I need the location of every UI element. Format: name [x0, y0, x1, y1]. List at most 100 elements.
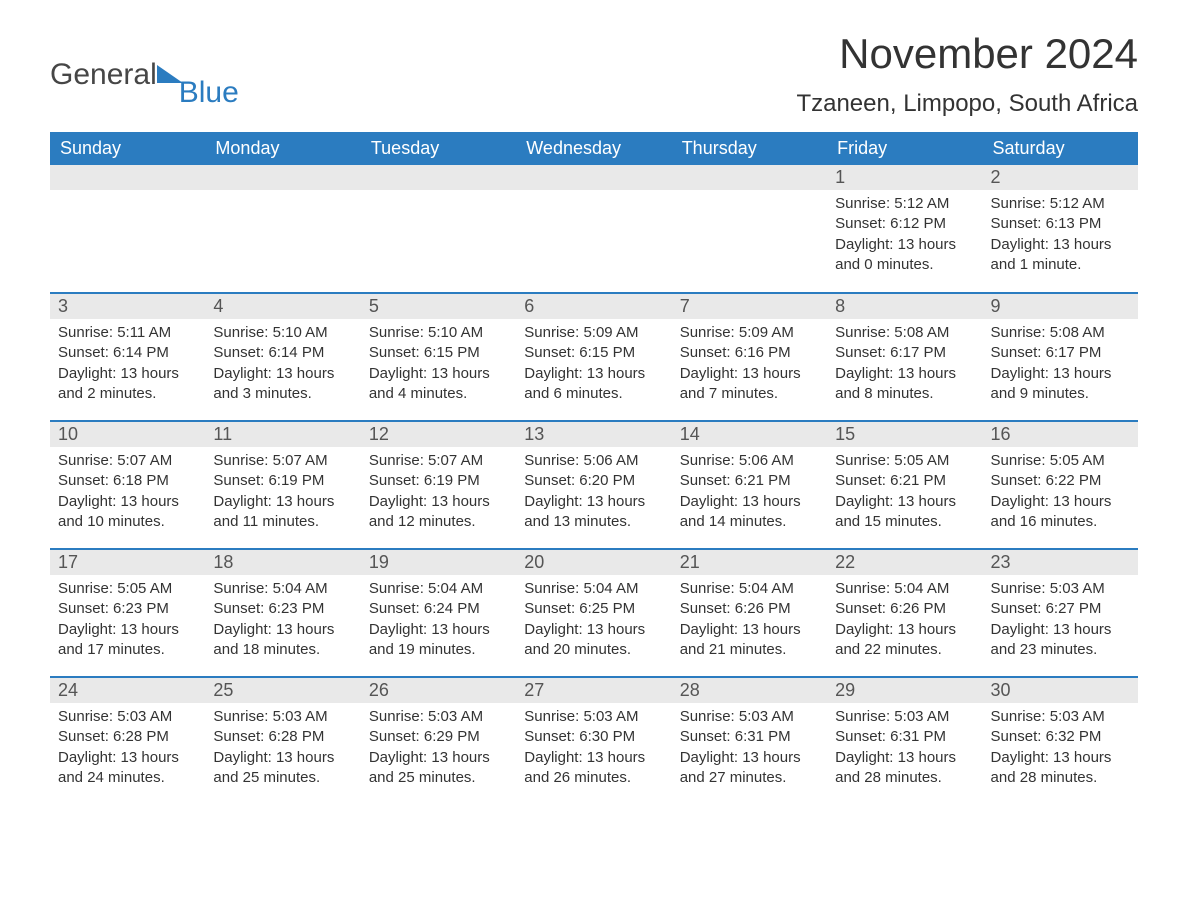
sunrise-line: Sunrise: 5:03 AM: [835, 707, 974, 727]
calendar-day-cell: 28Sunrise: 5:03 AMSunset: 6:31 PMDayligh…: [672, 677, 827, 805]
sunset-line: Sunset: 6:14 PM: [58, 343, 197, 363]
daylight-line: Daylight: 13 hours and 27 minutes.: [680, 748, 819, 789]
sunrise-line: Sunrise: 5:04 AM: [835, 579, 974, 599]
day-detail: Sunrise: 5:04 AMSunset: 6:26 PMDaylight:…: [672, 575, 827, 666]
day-number: 26: [361, 678, 516, 703]
day-number: 3: [50, 294, 205, 319]
calendar-day-cell: 21Sunrise: 5:04 AMSunset: 6:26 PMDayligh…: [672, 549, 827, 677]
sunrise-line: Sunrise: 5:03 AM: [991, 707, 1130, 727]
sunset-line: Sunset: 6:12 PM: [835, 214, 974, 234]
calendar-week-row: 1Sunrise: 5:12 AMSunset: 6:12 PMDaylight…: [50, 165, 1138, 293]
sunset-line: Sunset: 6:20 PM: [524, 471, 663, 491]
sunrise-line: Sunrise: 5:12 AM: [835, 194, 974, 214]
calendar-day-cell: 11Sunrise: 5:07 AMSunset: 6:19 PMDayligh…: [205, 421, 360, 549]
day-number: 14: [672, 422, 827, 447]
sunrise-line: Sunrise: 5:05 AM: [835, 451, 974, 471]
calendar-day-cell: 1Sunrise: 5:12 AMSunset: 6:12 PMDaylight…: [827, 165, 982, 293]
day-detail: Sunrise: 5:04 AMSunset: 6:25 PMDaylight:…: [516, 575, 671, 666]
day-number: 8: [827, 294, 982, 319]
calendar-day-cell: 12Sunrise: 5:07 AMSunset: 6:19 PMDayligh…: [361, 421, 516, 549]
day-number: 16: [983, 422, 1138, 447]
sunset-line: Sunset: 6:14 PM: [213, 343, 352, 363]
daylight-line: Daylight: 13 hours and 3 minutes.: [213, 364, 352, 405]
title-block: November 2024 Tzaneen, Limpopo, South Af…: [796, 30, 1138, 128]
daylight-line: Daylight: 13 hours and 23 minutes.: [991, 620, 1130, 661]
day-detail: Sunrise: 5:03 AMSunset: 6:30 PMDaylight:…: [516, 703, 671, 794]
empty-daynum: [516, 165, 671, 190]
daylight-line: Daylight: 13 hours and 1 minute.: [991, 235, 1130, 276]
sunrise-line: Sunrise: 5:07 AM: [58, 451, 197, 471]
calendar-day-cell: 8Sunrise: 5:08 AMSunset: 6:17 PMDaylight…: [827, 293, 982, 421]
calendar-empty-cell: [205, 165, 360, 293]
sunset-line: Sunset: 6:32 PM: [991, 727, 1130, 747]
sunset-line: Sunset: 6:19 PM: [369, 471, 508, 491]
calendar-day-cell: 26Sunrise: 5:03 AMSunset: 6:29 PMDayligh…: [361, 677, 516, 805]
weekday-header: Tuesday: [361, 132, 516, 165]
calendar-day-cell: 16Sunrise: 5:05 AMSunset: 6:22 PMDayligh…: [983, 421, 1138, 549]
day-detail: Sunrise: 5:07 AMSunset: 6:19 PMDaylight:…: [361, 447, 516, 538]
calendar-day-cell: 30Sunrise: 5:03 AMSunset: 6:32 PMDayligh…: [983, 677, 1138, 805]
sunset-line: Sunset: 6:15 PM: [369, 343, 508, 363]
empty-daynum: [205, 165, 360, 190]
day-number: 21: [672, 550, 827, 575]
day-detail: Sunrise: 5:06 AMSunset: 6:20 PMDaylight:…: [516, 447, 671, 538]
calendar-empty-cell: [516, 165, 671, 293]
sunset-line: Sunset: 6:16 PM: [680, 343, 819, 363]
sunrise-line: Sunrise: 5:07 AM: [213, 451, 352, 471]
calendar-day-cell: 19Sunrise: 5:04 AMSunset: 6:24 PMDayligh…: [361, 549, 516, 677]
day-number: 12: [361, 422, 516, 447]
day-number: 18: [205, 550, 360, 575]
day-detail: Sunrise: 5:05 AMSunset: 6:21 PMDaylight:…: [827, 447, 982, 538]
daylight-line: Daylight: 13 hours and 20 minutes.: [524, 620, 663, 661]
daylight-line: Daylight: 13 hours and 12 minutes.: [369, 492, 508, 533]
daylight-line: Daylight: 13 hours and 8 minutes.: [835, 364, 974, 405]
empty-daynum: [361, 165, 516, 190]
sunrise-line: Sunrise: 5:12 AM: [991, 194, 1130, 214]
day-number: 29: [827, 678, 982, 703]
calendar-empty-cell: [672, 165, 827, 293]
sunset-line: Sunset: 6:15 PM: [524, 343, 663, 363]
sunset-line: Sunset: 6:28 PM: [58, 727, 197, 747]
day-detail: Sunrise: 5:03 AMSunset: 6:32 PMDaylight:…: [983, 703, 1138, 794]
daylight-line: Daylight: 13 hours and 25 minutes.: [213, 748, 352, 789]
calendar-day-cell: 23Sunrise: 5:03 AMSunset: 6:27 PMDayligh…: [983, 549, 1138, 677]
weekday-header: Friday: [827, 132, 982, 165]
calendar-day-cell: 29Sunrise: 5:03 AMSunset: 6:31 PMDayligh…: [827, 677, 982, 805]
day-number: 6: [516, 294, 671, 319]
sunrise-line: Sunrise: 5:10 AM: [213, 323, 352, 343]
sunrise-line: Sunrise: 5:04 AM: [369, 579, 508, 599]
sunrise-line: Sunrise: 5:05 AM: [58, 579, 197, 599]
sunset-line: Sunset: 6:24 PM: [369, 599, 508, 619]
daylight-line: Daylight: 13 hours and 24 minutes.: [58, 748, 197, 789]
day-number: 24: [50, 678, 205, 703]
calendar-day-cell: 4Sunrise: 5:10 AMSunset: 6:14 PMDaylight…: [205, 293, 360, 421]
calendar-table: SundayMondayTuesdayWednesdayThursdayFrid…: [50, 132, 1138, 805]
day-detail: Sunrise: 5:05 AMSunset: 6:23 PMDaylight:…: [50, 575, 205, 666]
month-title: November 2024: [796, 30, 1138, 78]
day-detail: Sunrise: 5:07 AMSunset: 6:19 PMDaylight:…: [205, 447, 360, 538]
empty-daynum: [672, 165, 827, 190]
sunrise-line: Sunrise: 5:05 AM: [991, 451, 1130, 471]
calendar-day-cell: 25Sunrise: 5:03 AMSunset: 6:28 PMDayligh…: [205, 677, 360, 805]
daylight-line: Daylight: 13 hours and 19 minutes.: [369, 620, 508, 661]
day-detail: Sunrise: 5:04 AMSunset: 6:24 PMDaylight:…: [361, 575, 516, 666]
calendar-day-cell: 24Sunrise: 5:03 AMSunset: 6:28 PMDayligh…: [50, 677, 205, 805]
day-number: 9: [983, 294, 1138, 319]
daylight-line: Daylight: 13 hours and 2 minutes.: [58, 364, 197, 405]
sunset-line: Sunset: 6:29 PM: [369, 727, 508, 747]
daylight-line: Daylight: 13 hours and 15 minutes.: [835, 492, 974, 533]
calendar-day-cell: 5Sunrise: 5:10 AMSunset: 6:15 PMDaylight…: [361, 293, 516, 421]
sunset-line: Sunset: 6:21 PM: [680, 471, 819, 491]
sunrise-line: Sunrise: 5:03 AM: [213, 707, 352, 727]
sunrise-line: Sunrise: 5:03 AM: [524, 707, 663, 727]
day-detail: Sunrise: 5:03 AMSunset: 6:31 PMDaylight:…: [827, 703, 982, 794]
weekday-header: Wednesday: [516, 132, 671, 165]
day-detail: Sunrise: 5:04 AMSunset: 6:26 PMDaylight:…: [827, 575, 982, 666]
day-number: 19: [361, 550, 516, 575]
day-detail: Sunrise: 5:03 AMSunset: 6:28 PMDaylight:…: [50, 703, 205, 794]
day-number: 27: [516, 678, 671, 703]
daylight-line: Daylight: 13 hours and 22 minutes.: [835, 620, 974, 661]
daylight-line: Daylight: 13 hours and 17 minutes.: [58, 620, 197, 661]
calendar-day-cell: 9Sunrise: 5:08 AMSunset: 6:17 PMDaylight…: [983, 293, 1138, 421]
daylight-line: Daylight: 13 hours and 4 minutes.: [369, 364, 508, 405]
